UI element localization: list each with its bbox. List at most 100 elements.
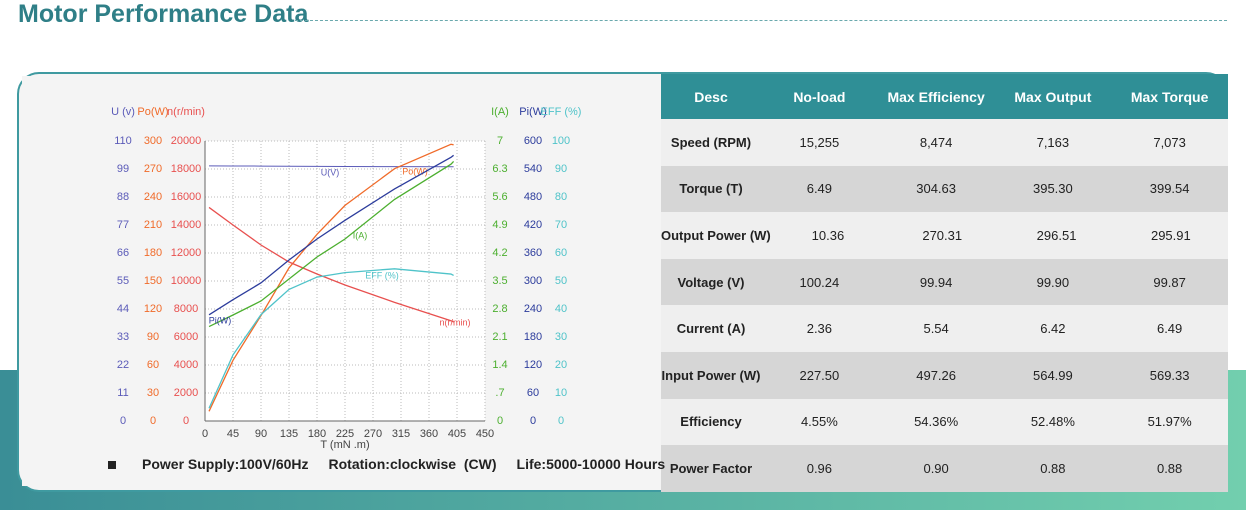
- y-tick-label: 33: [117, 331, 129, 343]
- y-tick-label: 300: [144, 135, 162, 147]
- y-tick-label: 240: [144, 191, 162, 203]
- y-tick-label: 12000: [171, 247, 202, 259]
- y-tick-label: 600: [524, 135, 542, 147]
- y-tick-label: 180: [144, 247, 162, 259]
- y-tick-label: 30: [147, 387, 159, 399]
- table-row: Power Factor 0.96 0.90 0.88 0.88: [661, 445, 1228, 492]
- table-cell: 99.94: [919, 274, 953, 290]
- table-cell: 4.55%: [800, 414, 838, 430]
- series-label: U(V): [321, 167, 340, 177]
- y-tick-label: 16000: [171, 191, 202, 203]
- x-tick-label: 270: [364, 428, 382, 440]
- axis-label: EFF (%): [541, 106, 582, 118]
- axis-label: U (v): [111, 106, 135, 118]
- y-tick-label: 270: [144, 163, 162, 175]
- table-cell: 227.50: [799, 367, 840, 383]
- header-cell: Max Efficiency: [887, 88, 985, 105]
- x-tick-label: 0: [202, 428, 208, 440]
- y-tick-label: 30: [555, 331, 567, 343]
- series-label: I(A): [353, 230, 368, 240]
- table-row: Efficiency 4.55% 54.36% 52.48% 51.97%: [661, 398, 1228, 446]
- table-cell: 99.87: [1153, 274, 1186, 290]
- y-tick-label: 60: [555, 247, 567, 259]
- row-label: Input Power (W): [661, 367, 761, 383]
- table-cell: 8,474: [919, 134, 953, 150]
- y-tick-label: 55: [117, 275, 129, 287]
- series-line: [208, 154, 454, 316]
- table-cell: 569.33: [1149, 367, 1190, 383]
- table-cell: 270.31: [922, 227, 963, 243]
- y-tick-label: 20: [555, 359, 567, 371]
- table-cell: 304.63: [916, 181, 956, 197]
- y-tick-label: 44: [117, 303, 129, 315]
- table-cell: 497.26: [916, 367, 956, 383]
- y-tick-label: 8000: [174, 303, 198, 315]
- table-header-row: Desc No-load Max Efficiency Max Output Max T…: [661, 74, 1228, 119]
- y-tick-label: 90: [555, 163, 567, 175]
- y-tick-label: 6000: [174, 331, 198, 343]
- y-tick-label: 7: [497, 135, 503, 147]
- table-row: Input Power (W) 227.50 497.26 564.99 569.33: [661, 351, 1228, 399]
- table-cell: 100.24: [799, 274, 840, 290]
- series-line: [208, 268, 454, 409]
- series-line: [209, 165, 454, 168]
- series-label: Pi(W): [209, 315, 232, 325]
- series-line: [208, 160, 455, 328]
- row-label: Voltage (V): [677, 274, 745, 290]
- axis-label: Pi(W): [519, 106, 547, 118]
- y-tick-label: 11: [117, 387, 128, 399]
- y-tick-label: 3.5: [492, 275, 507, 287]
- y-tick-label: 210: [144, 219, 162, 231]
- y-tick-label: 18000: [171, 163, 202, 175]
- x-tick-label: 180: [308, 428, 326, 440]
- x-tick-label: 45: [227, 428, 239, 440]
- y-tick-label: 100: [552, 135, 570, 147]
- chart: T (mN .m) 0 45 90 135 180 225 270 315 360 405 450 U…: [111, 105, 582, 451]
- y-tick-label: 480: [524, 191, 542, 203]
- table-cell: 2.36: [806, 321, 833, 337]
- x-axis-label: T (mN .m): [320, 439, 369, 451]
- y-tick-label: 4000: [174, 359, 198, 371]
- x-tick-label: 450: [476, 428, 494, 440]
- row-label: Power Factor: [669, 460, 753, 476]
- table-cell: 51.97%: [1147, 414, 1192, 430]
- y-tick-label: 66: [117, 247, 129, 259]
- table-cell: 0.96: [806, 460, 833, 476]
- table-cell: 296.51: [1036, 227, 1077, 243]
- series-label: EFF (%): [365, 270, 399, 280]
- table-cell: 0.90: [923, 460, 949, 476]
- y-tick-label: 0: [150, 415, 156, 427]
- y-tick-label: 150: [144, 275, 162, 287]
- y-tick-label: 0: [497, 415, 503, 427]
- note: Rotation:clockwise (CW): [328, 456, 497, 472]
- table-row: Output Power (W) 10.36 270.31 296.51 295.91: [661, 212, 1228, 259]
- title-rule: [295, 20, 1227, 21]
- y-tick-label: 10000: [171, 275, 202, 287]
- y-tick-label: 40: [555, 303, 567, 315]
- y-tick-label: 0: [120, 415, 126, 427]
- series-label: n(r/min): [440, 317, 471, 327]
- y-tick-label: 80: [555, 191, 567, 203]
- y-tick-label: 5.6: [492, 191, 507, 203]
- spec-table: Desc No-load Max Efficiency Max Output Max T…: [661, 74, 1228, 492]
- row-label: Efficiency: [680, 414, 742, 430]
- axis-label: n(r/min): [167, 106, 205, 118]
- table-cell: 99.90: [1036, 274, 1070, 290]
- y-tick-label: 180: [524, 331, 542, 343]
- header-cell: Max Torque: [1130, 88, 1209, 105]
- note: Power Supply:100V/60Hz: [142, 456, 309, 472]
- y-tick-label: 70: [555, 219, 567, 231]
- table-row: Speed (RPM) 15,255 8,474 7,163 7,073: [661, 119, 1228, 166]
- y-tick-label: 0: [183, 415, 189, 427]
- x-tick-label: 90: [255, 428, 267, 440]
- table-cell: 0.88: [1156, 460, 1183, 476]
- plot-area: [205, 141, 485, 421]
- y-tick-label: 10: [555, 387, 567, 399]
- table-cell: 399.54: [1149, 181, 1190, 197]
- y-tick-label: 22: [117, 359, 129, 371]
- y-tick-label: 360: [524, 247, 542, 259]
- table-cell: 10.36: [811, 227, 845, 243]
- y-tick-label: 6.3: [492, 163, 507, 175]
- row-label: Torque (T): [679, 181, 743, 197]
